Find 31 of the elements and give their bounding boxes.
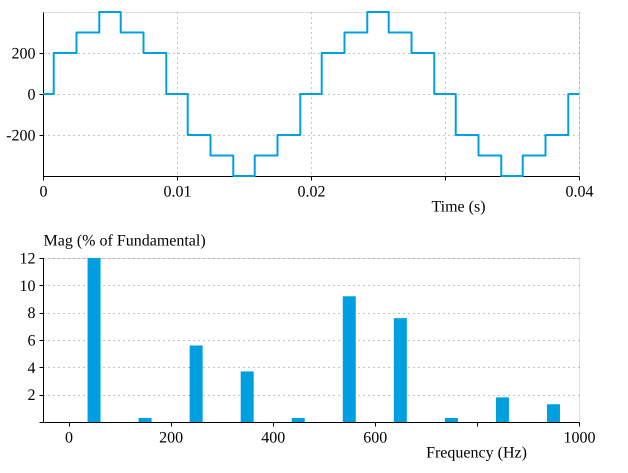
- x-tick-label: 0.01: [164, 184, 192, 200]
- bar: [190, 345, 203, 422]
- x-tick-label: 200: [159, 430, 184, 446]
- y-tick-label: 8: [28, 305, 36, 322]
- bar: [292, 418, 305, 422]
- bar: [546, 404, 560, 422]
- bar: [342, 296, 356, 422]
- x-tick-label: 0.04: [566, 184, 594, 200]
- x-tick-label: 0.02: [298, 184, 326, 200]
- x-tick-label: 1000: [564, 430, 596, 446]
- y-axis-title: Mag (% of Fundamental): [44, 232, 206, 250]
- y-tick-label: -200: [6, 128, 36, 144]
- y-tick-label: 6: [28, 332, 36, 350]
- bar: [138, 418, 152, 422]
- y-tick-label: 200: [12, 46, 36, 62]
- x-axis-title: Frequency (Hz): [426, 444, 527, 462]
- x-tick-label: 600: [363, 430, 388, 446]
- x-tick-label: 0: [65, 430, 74, 446]
- bar: [496, 397, 509, 422]
- x-tick-label: 400: [261, 430, 286, 446]
- y-tick-label: 0: [28, 86, 36, 104]
- y-tick-label: 12: [20, 250, 36, 268]
- bar: [394, 318, 407, 422]
- x-tick-label: 0: [40, 184, 48, 200]
- y-tick-label: 10: [20, 278, 36, 295]
- x-axis-title: Time (s): [431, 198, 486, 216]
- y-tick-label: 4: [28, 360, 36, 377]
- bar: [444, 418, 458, 422]
- bar: [240, 371, 254, 422]
- bar: [88, 258, 101, 422]
- y-tick-label: 2: [28, 387, 36, 404]
